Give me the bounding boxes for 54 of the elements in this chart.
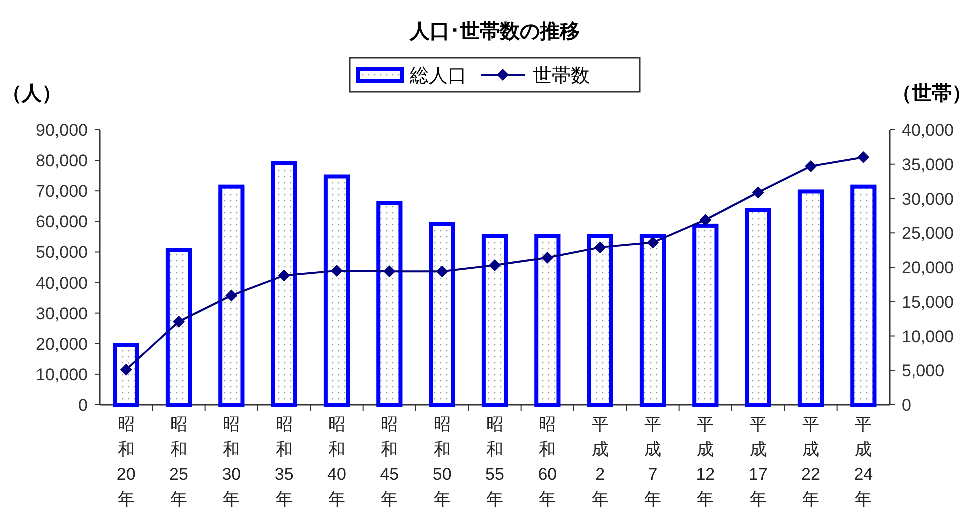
x-tick-label: 昭和40年 bbox=[328, 415, 346, 509]
x-tick-label: 平成7年 bbox=[644, 415, 662, 509]
x-tick-label: 平成2年 bbox=[592, 415, 609, 509]
point bbox=[489, 259, 501, 272]
y2-tick-label: 5,000 bbox=[902, 362, 945, 381]
point bbox=[594, 242, 606, 254]
x-tick-label: 昭和35年 bbox=[274, 415, 294, 509]
point bbox=[700, 214, 712, 226]
y2-tick-label: 35,000 bbox=[902, 155, 954, 174]
point bbox=[805, 160, 817, 172]
x-tick-label: 昭和45年 bbox=[380, 415, 400, 509]
y-tick-label: 90,000 bbox=[36, 121, 88, 140]
y2-tick-label: 25,000 bbox=[902, 224, 954, 244]
x-tick-label: 昭和50年 bbox=[432, 415, 452, 509]
y-tick-label: 40,000 bbox=[36, 274, 88, 293]
y2-tick-label: 40,000 bbox=[902, 121, 954, 140]
point bbox=[384, 266, 396, 278]
y2-tick-label: 0 bbox=[902, 396, 912, 415]
point bbox=[752, 186, 764, 199]
x-tick-label: 平成22年 bbox=[802, 415, 820, 509]
y2-tick-label: 10,000 bbox=[902, 327, 954, 346]
y-tick-label: 20,000 bbox=[36, 334, 88, 354]
y-tick-label: 0 bbox=[78, 396, 88, 415]
legend-label: 総人口 bbox=[409, 66, 467, 87]
x-tick-label: 平成12年 bbox=[696, 415, 716, 509]
point bbox=[647, 236, 659, 249]
y-tick-label: 50,000 bbox=[36, 243, 88, 262]
y-tick-label: 70,000 bbox=[36, 182, 88, 202]
y-tick-label: 10,000 bbox=[36, 365, 88, 384]
y-tick-label: 60,000 bbox=[36, 212, 88, 232]
point bbox=[226, 290, 238, 302]
y-axis-title: （人） bbox=[2, 83, 62, 105]
x-tick-label: 昭和55年 bbox=[486, 415, 504, 509]
y2-tick-label: 20,000 bbox=[902, 258, 954, 278]
y-tick-label: 80,000 bbox=[36, 152, 88, 171]
y2-tick-label: 15,000 bbox=[902, 292, 954, 312]
point bbox=[858, 152, 870, 164]
x-tick-label: 昭和25年 bbox=[170, 415, 188, 509]
point bbox=[331, 264, 343, 277]
point bbox=[436, 266, 448, 278]
y2-tick-label: 30,000 bbox=[902, 190, 954, 209]
chart-title: 人口･世帯数の推移 bbox=[409, 21, 580, 43]
point bbox=[173, 316, 185, 328]
y2-axis-title: （世帯） bbox=[892, 83, 972, 105]
point bbox=[542, 252, 554, 264]
point bbox=[120, 364, 132, 376]
x-tick-label: 昭和30年 bbox=[222, 415, 242, 509]
legend-label: 世帯数 bbox=[533, 66, 590, 87]
x-tick-label: 平成24年 bbox=[854, 415, 874, 509]
point bbox=[278, 270, 290, 282]
x-tick-label: 平成17年 bbox=[748, 415, 768, 509]
y-tick-label: 30,000 bbox=[36, 304, 88, 324]
x-tick-label: 昭和60年 bbox=[538, 415, 558, 509]
x-tick-label: 昭和20年 bbox=[116, 415, 136, 509]
